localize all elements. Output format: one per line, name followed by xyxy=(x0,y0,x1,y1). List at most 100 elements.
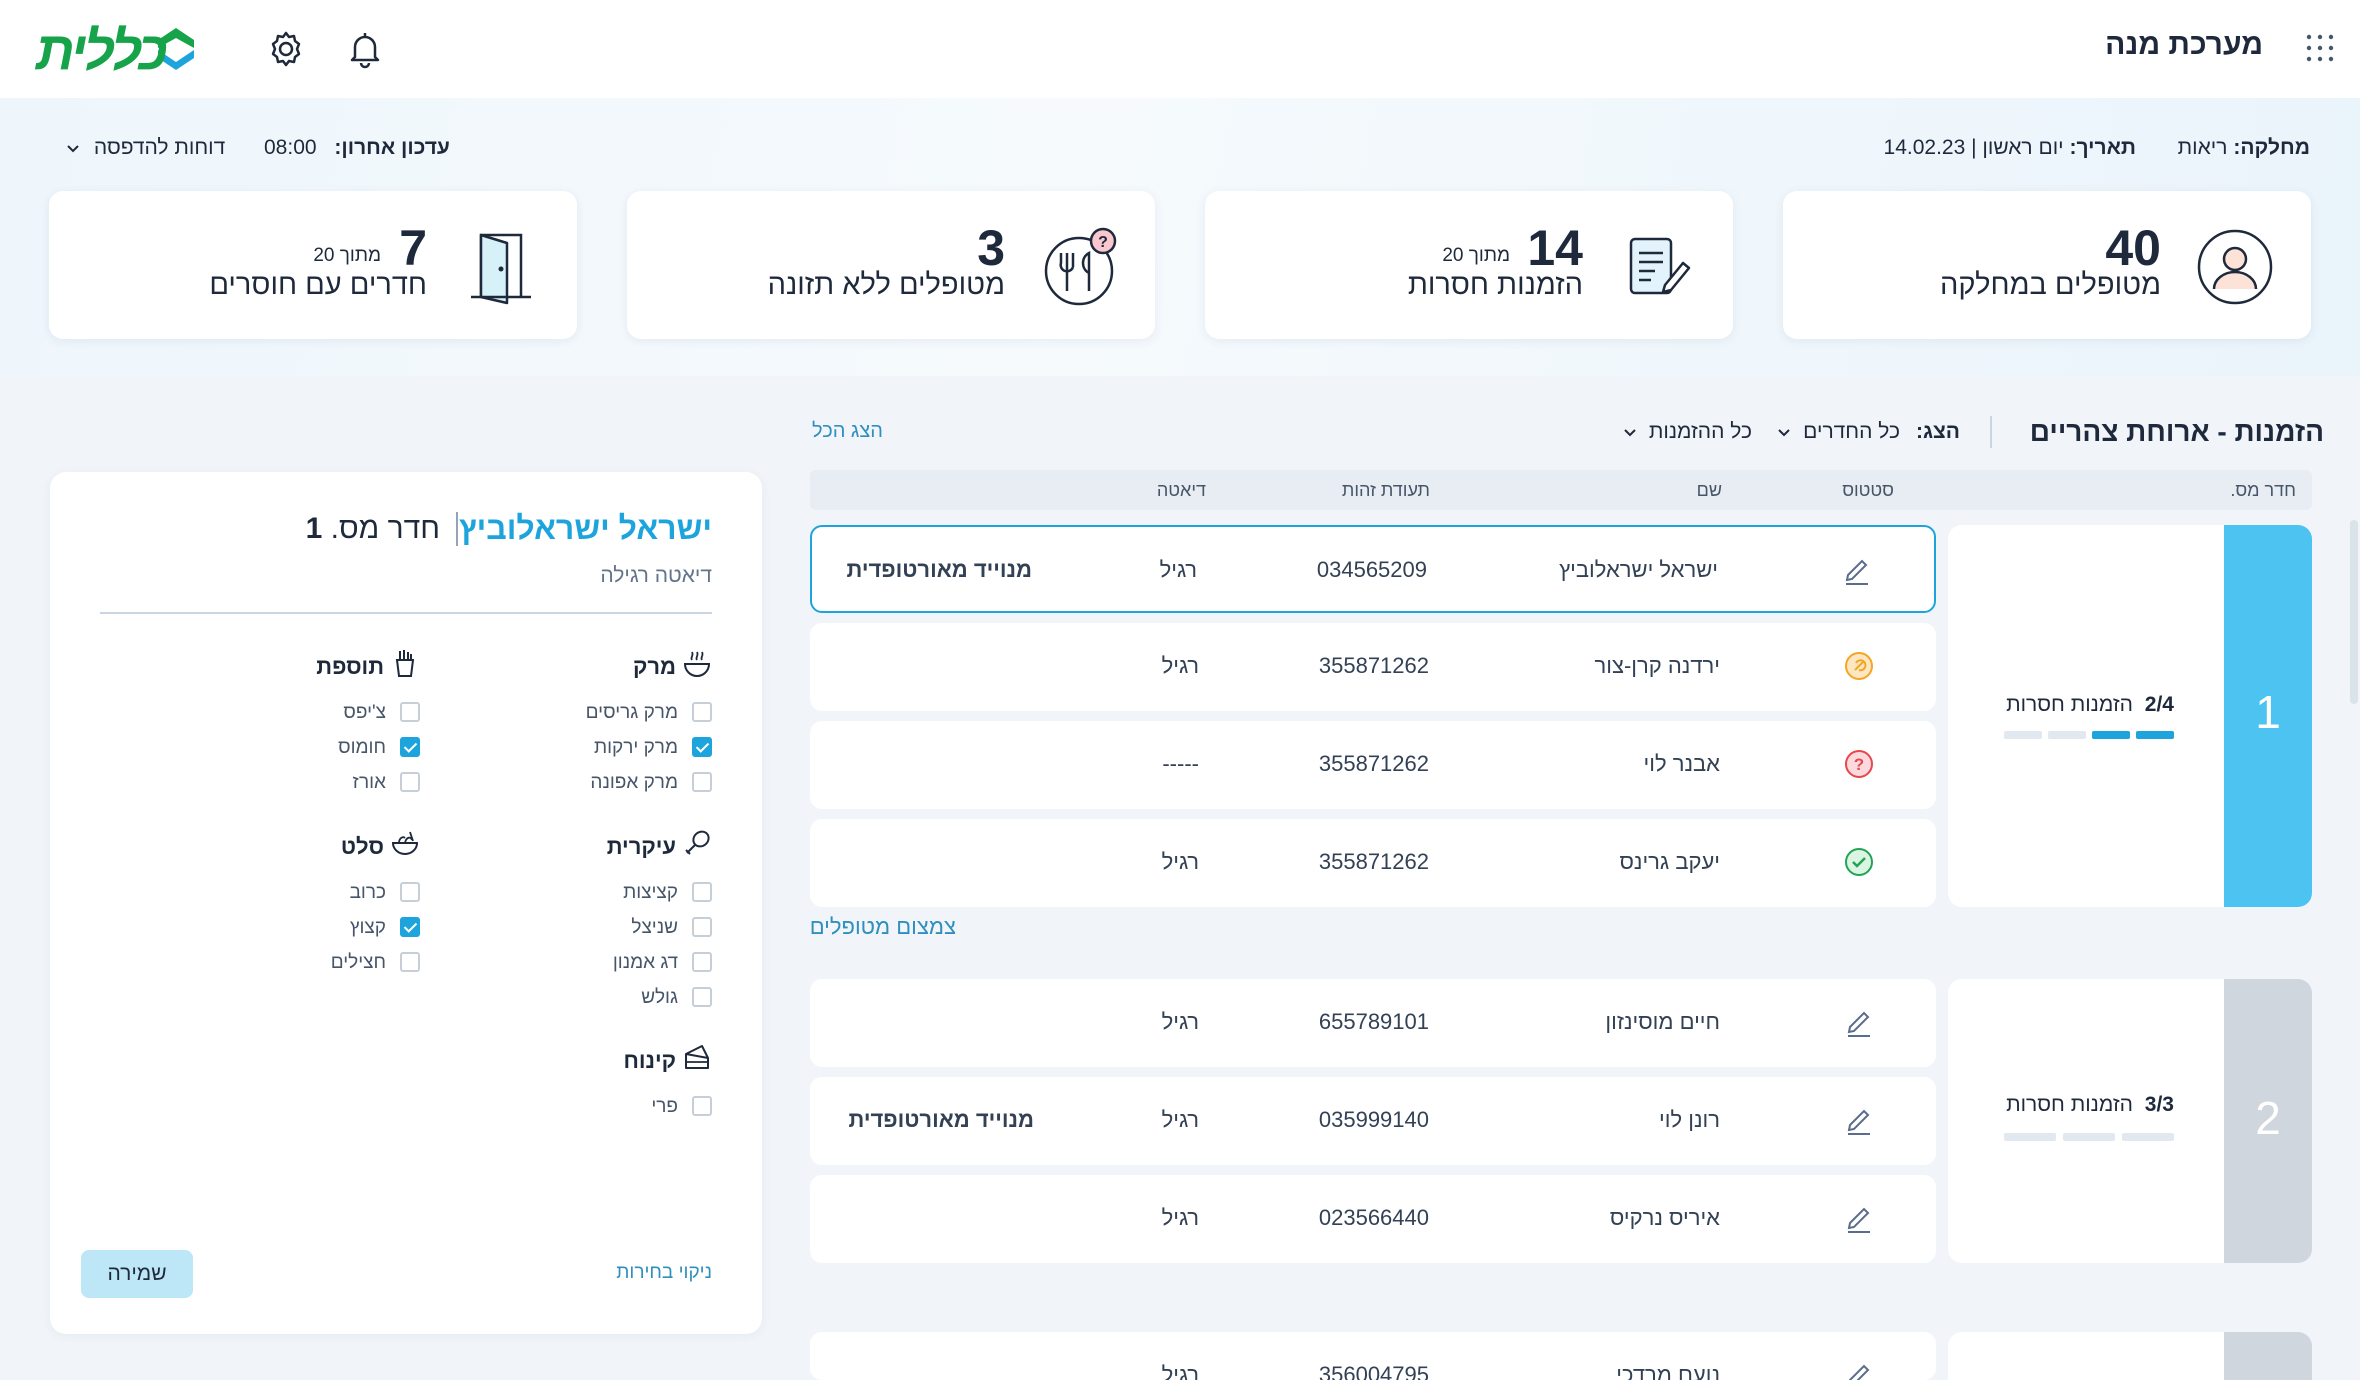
title-divider xyxy=(1990,416,1992,448)
category-title: סלט xyxy=(340,834,384,859)
scrollbar[interactable] xyxy=(2350,520,2358,704)
panel-separator xyxy=(100,612,712,614)
table-header: חדר מס. סטטוס שם תעודת זהות דיאטה xyxy=(810,470,2312,510)
room-card-3[interactable] xyxy=(1948,1332,2312,1380)
patient-row[interactable]: ? אבנר לוי 355871262 ----- xyxy=(810,721,1936,809)
stat-card-rooms-missing[interactable]: 7 מתוך 20 חדרים עם חוסרים xyxy=(49,191,577,339)
progress-segment xyxy=(2122,1133,2174,1141)
patient-row[interactable]: ישראל ישראלוביץ 034565209 רגיל מנוייד מא… xyxy=(810,525,1936,613)
patient-diet: רגיל xyxy=(1161,653,1199,678)
room-strip xyxy=(2224,525,2312,907)
checkbox[interactable] xyxy=(400,737,420,757)
patient-row[interactable]: רונן לוי 035999140 רגיל מנוייד מאורטופדי… xyxy=(810,1077,1936,1165)
col-name: שם xyxy=(1696,480,1722,500)
gear-icon[interactable] xyxy=(262,25,310,73)
checkbox[interactable] xyxy=(692,987,712,1007)
date-info: תאריך: יום ראשון | 14.02.23 xyxy=(1884,136,2136,160)
drumstick-icon xyxy=(682,828,712,858)
checkbox[interactable] xyxy=(692,917,712,937)
col-status: סטטוס xyxy=(1842,480,1894,500)
department-value: ריאות xyxy=(2177,136,2228,159)
check-status-icon xyxy=(1842,845,1876,879)
chevron-down-icon xyxy=(1623,420,1637,443)
progress-segment xyxy=(2092,731,2130,739)
patient-id: 023566440 xyxy=(1318,1205,1429,1230)
clear-selections-link[interactable]: ניקוי בחירות xyxy=(616,1262,712,1283)
checkbox[interactable] xyxy=(692,882,712,902)
option-label: צ'יפס xyxy=(343,702,386,723)
rooms-filter-dropdown[interactable]: כל החדרים xyxy=(1777,420,1900,444)
patient-name: איריס נרקיס xyxy=(1609,1205,1720,1230)
missing-count: 2/4 xyxy=(2144,693,2174,716)
salad-icon xyxy=(390,828,420,858)
stat-number: 7 xyxy=(399,220,427,276)
stat-label: מטופלים ללא תזונה xyxy=(767,269,1005,301)
top-bar: כללית מערכת מנה xyxy=(0,0,2360,98)
col-id: תעודת זהות xyxy=(1341,480,1430,500)
checkbox[interactable] xyxy=(400,917,420,937)
option-label: קצוץ xyxy=(349,917,386,938)
checkbox[interactable] xyxy=(400,702,420,722)
checkbox[interactable] xyxy=(400,772,420,792)
checkbox[interactable] xyxy=(692,702,712,722)
stat-label: הזמנות חסרות xyxy=(1407,269,1583,301)
option-label: כרוב xyxy=(349,882,386,903)
stat-card-missing-orders[interactable]: 14 מתוך 20 הזמנות חסרות xyxy=(1205,191,1733,339)
edit-pencil-icon[interactable] xyxy=(1842,1358,1876,1380)
room-card-1[interactable]: 1 2/4 הזמנות חסרות xyxy=(1948,525,2312,907)
edit-pencil-icon[interactable] xyxy=(1842,1103,1876,1137)
stat-of: מתוך 20 xyxy=(313,245,381,266)
room-missing-summary: 2/4 הזמנות חסרות xyxy=(2006,693,2174,717)
patient-diet: ----- xyxy=(1162,751,1199,776)
progress-segment xyxy=(2136,731,2174,739)
panel-room: חדר מס. 1 xyxy=(306,512,440,546)
edit-pencil-icon[interactable] xyxy=(1842,1005,1876,1039)
department-info: מחלקה: ריאות xyxy=(2178,136,2310,160)
patient-name: ירדנה קרן-צור xyxy=(1594,653,1720,678)
edit-pencil-icon[interactable] xyxy=(1840,553,1874,587)
checkbox[interactable] xyxy=(692,1096,712,1116)
checkbox[interactable] xyxy=(692,952,712,972)
clalit-logo[interactable]: כללית xyxy=(36,18,216,81)
missing-label: הזמנות חסרות xyxy=(2006,693,2133,716)
save-button[interactable]: שמירה xyxy=(81,1250,193,1298)
bell-icon[interactable] xyxy=(341,25,389,73)
patient-diet: רגיל xyxy=(1161,1009,1199,1034)
missing-label: הזמנות חסרות xyxy=(2006,1093,2133,1116)
last-update-value: 08:00 xyxy=(264,136,317,159)
checkbox[interactable] xyxy=(692,737,712,757)
orders-filter-dropdown[interactable]: כל ההזמנות xyxy=(1623,420,1752,444)
room-missing-summary: 3/3 הזמנות חסרות xyxy=(2006,1093,2174,1117)
category-title: תוספת xyxy=(316,654,384,679)
option-label: דג אמנון xyxy=(612,952,678,973)
edit-pencil-icon[interactable] xyxy=(1842,1201,1876,1235)
checkbox[interactable] xyxy=(400,952,420,972)
patient-row[interactable]: ירדנה קרן-צור 355871262 רגיל xyxy=(810,623,1936,711)
checkbox[interactable] xyxy=(692,772,712,792)
category-title: עיקרית xyxy=(606,834,676,859)
patient-row[interactable]: יעקב גרינס 355871262 רגיל xyxy=(810,819,1936,907)
progress-segment xyxy=(2063,1133,2115,1141)
checkbox[interactable] xyxy=(400,882,420,902)
order-form-icon xyxy=(1617,227,1697,307)
print-reports-dropdown[interactable]: דוחות להדפסה xyxy=(66,136,225,160)
panel-room-number: 1 xyxy=(305,512,323,545)
patient-diet: רגיל xyxy=(1161,849,1199,874)
patient-row[interactable]: חיים מוסינזון 655789101 רגיל xyxy=(810,979,1936,1067)
room-card-2[interactable]: 2 3/3 הזמנות חסרות xyxy=(1948,979,2312,1263)
patient-id: 356004795 xyxy=(1318,1362,1429,1380)
patient-diet: רגיל xyxy=(1161,1362,1199,1380)
stat-card-no-nutrition[interactable]: ? 3 מטופלים ללא תזונה xyxy=(627,191,1155,339)
patient-diet: רגיל xyxy=(1161,1205,1199,1230)
patient-row[interactable]: נועם מרדכי 356004795 רגיל xyxy=(810,1332,1936,1380)
stat-card-patients[interactable]: 40 מטופלים במחלקה xyxy=(1783,191,2311,339)
last-update-info: עדכון אחרון: 08:00 xyxy=(264,136,450,160)
patient-row[interactable]: איריס נרקיס 023566440 רגיל xyxy=(810,1175,1936,1263)
option-label: מרק גריסים xyxy=(585,702,678,723)
room-number: 2 xyxy=(2255,1092,2281,1144)
patient-name: אבנר לוי xyxy=(1643,751,1720,776)
panel-diet: דיאטה רגילה xyxy=(600,564,712,587)
collapse-patients-link[interactable]: צמצום מטופלים xyxy=(809,914,956,939)
show-all-link[interactable]: הצג הכל xyxy=(812,420,883,442)
apps-grid-icon[interactable] xyxy=(2304,32,2336,64)
